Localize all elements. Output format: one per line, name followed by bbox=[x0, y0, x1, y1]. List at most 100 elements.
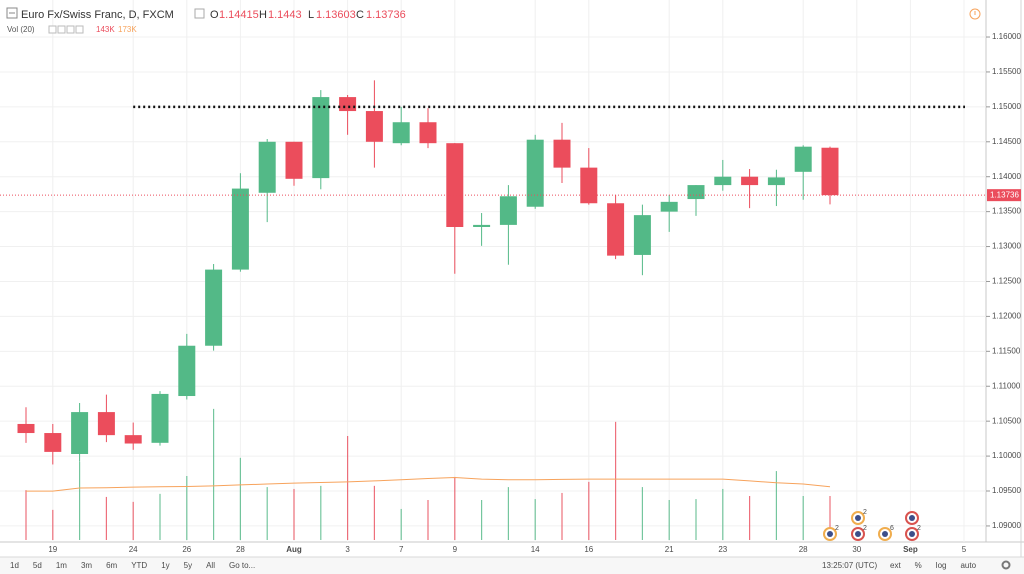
open-value: 1.14415 bbox=[219, 9, 259, 21]
toolbar-bg bbox=[0, 557, 1024, 574]
y-tick-label: 1.11500 bbox=[992, 346, 1021, 355]
range-button[interactable]: All bbox=[206, 561, 215, 570]
y-tick-label: 1.10500 bbox=[992, 416, 1021, 425]
candle-body bbox=[151, 393, 169, 443]
close-label: C bbox=[356, 9, 364, 21]
x-tick-label: 24 bbox=[129, 545, 138, 554]
candle-body bbox=[714, 176, 732, 186]
event-icon-core bbox=[855, 515, 861, 521]
last-price-label: 1.13736 bbox=[990, 190, 1019, 199]
clock: 13:25:07 (UTC) bbox=[822, 561, 877, 570]
event-count: 2 bbox=[863, 525, 867, 532]
close-value: 1.13736 bbox=[366, 9, 406, 21]
y-tick-label: 1.13500 bbox=[992, 207, 1021, 216]
symbol-title[interactable]: Euro Fx/Swiss Franc, D, FXCM bbox=[21, 9, 174, 21]
event-icon-core bbox=[855, 531, 861, 537]
candle-body bbox=[633, 215, 651, 255]
candle-body bbox=[312, 97, 330, 179]
y-tick-label: 1.09000 bbox=[992, 521, 1021, 530]
event-icon-core bbox=[827, 531, 833, 537]
candle-body bbox=[553, 139, 571, 168]
candle-body bbox=[178, 345, 196, 397]
toolbar: 1d 5d 1m 3m 6m YTD 1y 5y All Go to... 13:25:07 (UT… bbox=[10, 560, 1011, 570]
range-button[interactable]: 1m bbox=[56, 561, 67, 570]
option-button[interactable]: % bbox=[915, 561, 922, 570]
vol-btn[interactable] bbox=[48, 25, 57, 34]
candle-body bbox=[205, 269, 223, 346]
y-tick-label: 1.16000 bbox=[992, 32, 1021, 41]
candle-body bbox=[71, 412, 89, 454]
high-value: 1.1443 bbox=[268, 9, 302, 21]
candle-body bbox=[419, 122, 437, 144]
y-tick-label: 1.10000 bbox=[992, 451, 1021, 460]
x-tick-label: 9 bbox=[453, 545, 458, 554]
volume bbox=[25, 408, 831, 540]
settings-box[interactable] bbox=[194, 8, 205, 19]
candle-body bbox=[526, 139, 544, 207]
candle-body bbox=[392, 122, 410, 144]
vol-value: 143K bbox=[96, 25, 115, 34]
candle-body bbox=[231, 188, 249, 270]
range-button[interactable]: 1y bbox=[161, 561, 169, 570]
event-icon-core bbox=[882, 531, 888, 537]
y-tick-label: 1.12000 bbox=[992, 312, 1021, 321]
last-price-box bbox=[987, 189, 1021, 202]
range-button[interactable]: YTD bbox=[131, 561, 147, 570]
candle-body bbox=[607, 203, 625, 256]
x-tick-label: 14 bbox=[531, 545, 540, 554]
candle-body bbox=[365, 111, 383, 142]
y-tick-label: 1.14000 bbox=[992, 172, 1021, 181]
grid bbox=[0, 0, 986, 542]
candle-body bbox=[794, 146, 812, 172]
candle-body bbox=[258, 141, 276, 193]
alert-icon[interactable] bbox=[969, 8, 981, 20]
candle-body bbox=[17, 423, 35, 434]
x-tick-label: 3 bbox=[345, 545, 350, 554]
candle-body bbox=[339, 97, 357, 112]
y-tick-label: 1.09500 bbox=[992, 486, 1021, 495]
vol-title: Vol (20) bbox=[7, 25, 35, 34]
candle-body bbox=[44, 433, 62, 452]
low-label: L bbox=[308, 9, 314, 21]
candle-body bbox=[285, 141, 303, 179]
candle-body bbox=[446, 143, 464, 227]
x-tick-label: Aug bbox=[286, 545, 302, 554]
option-button[interactable]: auto bbox=[960, 561, 976, 570]
y-tick-label: 1.15000 bbox=[992, 102, 1021, 111]
x-tick-label: Sep bbox=[903, 545, 918, 554]
range-button[interactable]: 5d bbox=[33, 561, 42, 570]
candle-body bbox=[499, 196, 517, 225]
range-button[interactable]: Go to... bbox=[229, 561, 255, 570]
settings-gear[interactable] bbox=[1001, 560, 1011, 570]
y-tick-label: 1.13000 bbox=[992, 242, 1021, 251]
vol-ma-value: 173K bbox=[118, 25, 137, 34]
y-tick-label: 1.11000 bbox=[992, 381, 1021, 390]
y-tick-label: 1.14500 bbox=[992, 137, 1021, 146]
candle-body bbox=[124, 435, 142, 444]
vol-btn[interactable] bbox=[57, 25, 66, 34]
range-button[interactable]: 1d bbox=[10, 561, 19, 570]
range-button[interactable]: 6m bbox=[106, 561, 117, 570]
y-tick-label: 1.15500 bbox=[992, 67, 1021, 76]
event-count: 2 bbox=[835, 525, 839, 532]
range-button[interactable]: 5y bbox=[184, 561, 192, 570]
candle-body bbox=[741, 176, 759, 186]
candle-body bbox=[97, 412, 115, 436]
option-button[interactable]: ext bbox=[890, 561, 901, 570]
y-tick-label: 1.12500 bbox=[992, 277, 1021, 286]
candle-body bbox=[687, 185, 705, 200]
volume-ma-line bbox=[26, 477, 831, 492]
range-button[interactable]: 3m bbox=[81, 561, 92, 570]
candles bbox=[17, 80, 839, 465]
vol-btn[interactable] bbox=[75, 25, 84, 34]
candle-body bbox=[580, 167, 598, 204]
event-count: 6 bbox=[890, 525, 894, 532]
x-tick-label: 28 bbox=[236, 545, 245, 554]
candle-body bbox=[767, 177, 785, 186]
option-button[interactable]: log bbox=[936, 561, 947, 570]
vol-btn[interactable] bbox=[66, 25, 75, 34]
x-tick-label: 28 bbox=[799, 545, 808, 554]
candle-body bbox=[821, 147, 839, 196]
